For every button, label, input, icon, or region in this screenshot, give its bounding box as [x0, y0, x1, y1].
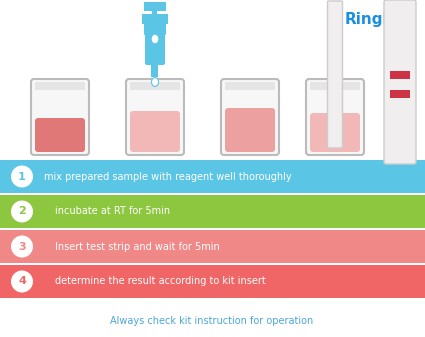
Ellipse shape — [151, 34, 159, 44]
Bar — [144, 2, 166, 11]
FancyBboxPatch shape — [306, 79, 364, 155]
FancyBboxPatch shape — [130, 111, 180, 152]
Circle shape — [11, 236, 33, 257]
Circle shape — [11, 201, 33, 222]
FancyBboxPatch shape — [225, 108, 275, 152]
Bar — [35, 82, 85, 90]
Text: 4: 4 — [18, 276, 26, 286]
Bar — [0, 230, 425, 263]
Text: 1: 1 — [18, 172, 26, 182]
Ellipse shape — [151, 78, 159, 87]
Text: determine the result according to kit insert: determine the result according to kit in… — [55, 276, 266, 286]
Text: Insert test strip and wait for 5min: Insert test strip and wait for 5min — [55, 242, 220, 251]
FancyBboxPatch shape — [31, 79, 89, 155]
Text: incubate at RT for 5min: incubate at RT for 5min — [55, 207, 170, 216]
Bar — [0, 265, 425, 298]
Bar — [153, 11, 158, 21]
Text: 3: 3 — [18, 242, 26, 251]
FancyBboxPatch shape — [221, 79, 279, 155]
Bar — [142, 14, 168, 24]
Text: mix prepared sample with reagent well thoroughly: mix prepared sample with reagent well th… — [44, 172, 292, 182]
FancyBboxPatch shape — [145, 19, 165, 65]
Circle shape — [11, 271, 33, 293]
Bar — [0, 195, 425, 228]
Bar — [0, 160, 425, 193]
Bar — [390, 71, 410, 79]
Bar — [310, 82, 360, 90]
Text: Ringbio: Ringbio — [345, 12, 410, 27]
Bar — [225, 82, 275, 90]
FancyBboxPatch shape — [35, 118, 85, 152]
FancyBboxPatch shape — [310, 113, 360, 152]
Bar — [151, 63, 159, 77]
Bar — [151, 16, 159, 34]
Bar — [390, 90, 410, 98]
Text: 2: 2 — [18, 207, 26, 216]
FancyBboxPatch shape — [144, 16, 166, 36]
Text: Always check kit instruction for operation: Always check kit instruction for operati… — [110, 316, 314, 326]
FancyBboxPatch shape — [328, 1, 343, 148]
FancyBboxPatch shape — [126, 79, 184, 155]
Bar — [130, 82, 180, 90]
FancyBboxPatch shape — [384, 0, 416, 164]
Bar — [152, 24, 158, 36]
Circle shape — [11, 165, 33, 187]
